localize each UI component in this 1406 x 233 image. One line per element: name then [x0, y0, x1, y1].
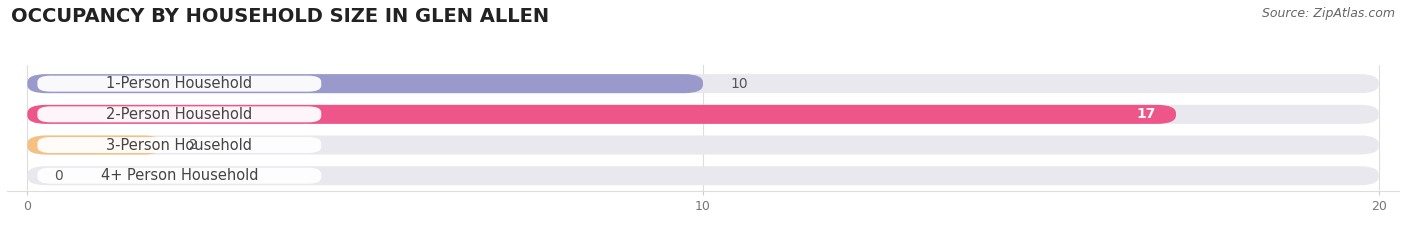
FancyBboxPatch shape [38, 168, 321, 184]
Text: 2-Person Household: 2-Person Household [107, 107, 253, 122]
Text: 1-Person Household: 1-Person Household [107, 76, 253, 91]
FancyBboxPatch shape [27, 74, 1379, 93]
FancyBboxPatch shape [27, 166, 1379, 185]
FancyBboxPatch shape [27, 105, 1175, 124]
Text: 4+ Person Household: 4+ Person Household [101, 168, 259, 183]
FancyBboxPatch shape [27, 136, 163, 154]
Text: 2: 2 [190, 138, 198, 152]
Text: OCCUPANCY BY HOUSEHOLD SIZE IN GLEN ALLEN: OCCUPANCY BY HOUSEHOLD SIZE IN GLEN ALLE… [11, 7, 550, 26]
Text: 17: 17 [1136, 107, 1156, 121]
FancyBboxPatch shape [38, 137, 321, 153]
FancyBboxPatch shape [38, 76, 321, 92]
FancyBboxPatch shape [27, 136, 1379, 154]
Text: 10: 10 [730, 77, 748, 91]
FancyBboxPatch shape [27, 105, 1379, 124]
FancyBboxPatch shape [27, 74, 703, 93]
Text: Source: ZipAtlas.com: Source: ZipAtlas.com [1261, 7, 1395, 20]
Text: 0: 0 [55, 169, 63, 183]
FancyBboxPatch shape [38, 106, 321, 122]
Text: 3-Person Household: 3-Person Household [107, 137, 252, 153]
